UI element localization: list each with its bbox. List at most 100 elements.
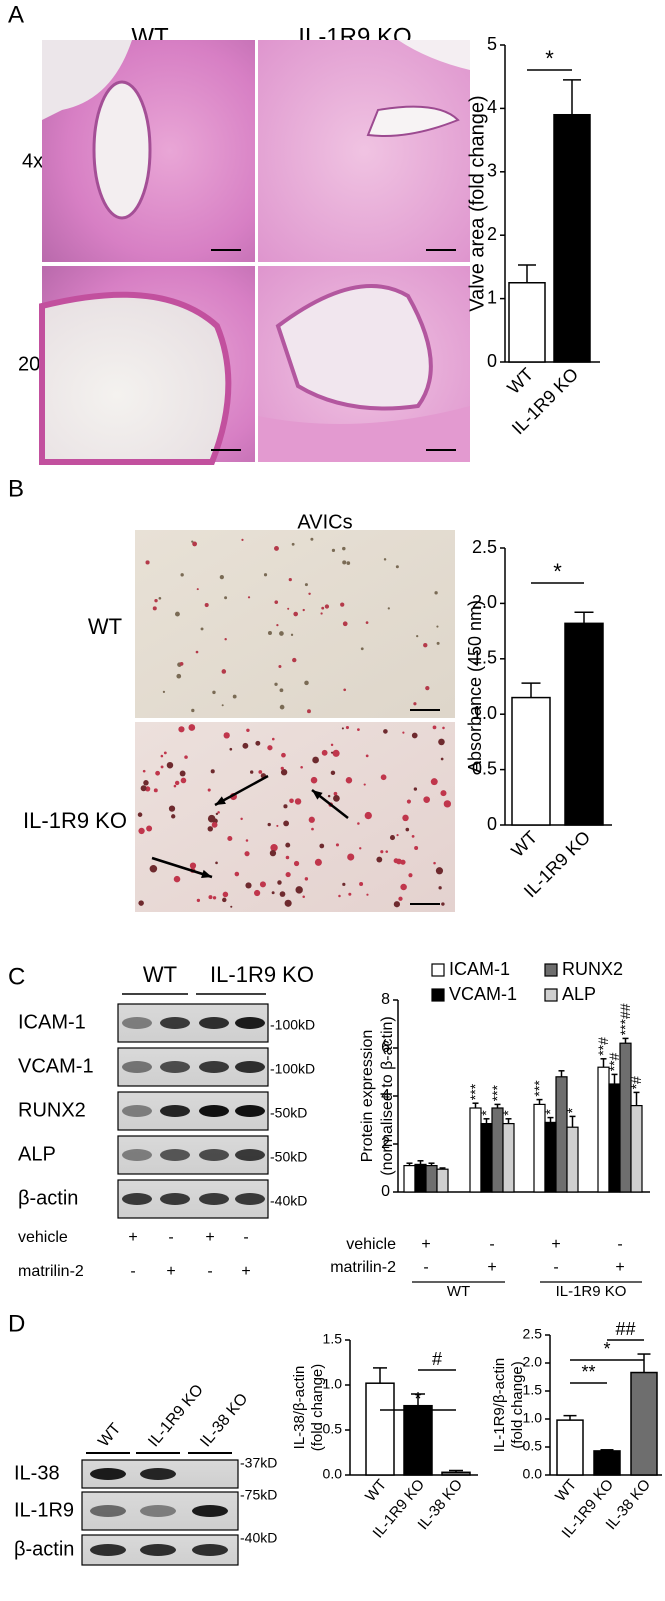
y-tick-label: 2 xyxy=(487,224,497,244)
cell-dot xyxy=(405,827,410,832)
size-label: -40kD xyxy=(270,1193,307,1209)
protein-label: β-actin xyxy=(18,1187,78,1209)
cell-dot xyxy=(406,799,411,804)
cell-dot xyxy=(395,565,399,569)
bar xyxy=(564,622,604,826)
cell-dot xyxy=(411,834,415,838)
significance-label: * xyxy=(414,1389,421,1409)
legend-label: VCAM-1 xyxy=(449,984,517,1004)
y-tick-label: 0.0 xyxy=(523,1466,543,1482)
cell-dot xyxy=(438,886,442,890)
cell-dot xyxy=(423,643,428,648)
y-tick-label: 1.0 xyxy=(472,703,497,723)
legend-swatch xyxy=(431,988,445,1002)
cell-dot xyxy=(285,871,291,878)
bar-annotation: *# xyxy=(628,1076,644,1089)
blot-band xyxy=(199,1105,229,1117)
cell-dot xyxy=(176,673,182,679)
y-tick-label: 2.0 xyxy=(472,592,497,612)
cell-dot xyxy=(442,726,445,730)
cell-dot xyxy=(163,751,167,755)
micrograph xyxy=(135,722,455,912)
size-label: -50kD xyxy=(270,1149,307,1165)
cell-dot xyxy=(158,596,162,600)
blot-group-label: IL-1R9 KO xyxy=(210,962,314,987)
treatment-sign: + xyxy=(241,1263,250,1280)
cell-dot xyxy=(271,737,275,741)
group-label: WT xyxy=(447,1283,470,1300)
cell-dot xyxy=(366,893,369,896)
blot-band xyxy=(90,1505,126,1517)
blot-band xyxy=(160,1061,190,1073)
blot-band xyxy=(192,1505,228,1517)
blot-band xyxy=(235,1149,265,1161)
legend-label: ICAM-1 xyxy=(449,959,510,979)
bar xyxy=(630,1104,643,1193)
treatment-sign: - xyxy=(617,1236,622,1253)
cell-dot xyxy=(342,546,346,551)
cell-dot xyxy=(324,604,330,609)
cell-dot xyxy=(413,787,418,791)
bar xyxy=(491,1107,504,1193)
cell-dot xyxy=(284,899,292,907)
bar-annotation: ***## xyxy=(617,1003,633,1035)
blot-band xyxy=(199,1061,229,1073)
row-label: WT xyxy=(88,614,122,639)
cell-dot xyxy=(145,560,150,565)
treatment-sign: + xyxy=(421,1236,430,1253)
cell-dot xyxy=(380,850,384,854)
treatment-label: vehicle xyxy=(18,1229,68,1246)
bar xyxy=(403,1164,416,1193)
y-axis-label: Absorbance (450 nm) xyxy=(465,600,485,773)
bar xyxy=(553,113,591,363)
cell-dot xyxy=(357,728,360,731)
cell-dot xyxy=(270,844,278,852)
cell-dot xyxy=(281,752,286,758)
treatment-sign: + xyxy=(128,1229,137,1246)
cell-dot xyxy=(152,606,157,611)
cell-dot xyxy=(364,811,372,820)
cell-dot xyxy=(279,688,284,693)
cell-dot xyxy=(154,598,158,603)
bar xyxy=(544,1121,557,1193)
cell-dot xyxy=(267,822,271,827)
protein-label: IL-38 xyxy=(14,1462,60,1484)
cell-dot xyxy=(162,690,166,693)
cell-dot xyxy=(396,834,399,837)
cell-dot xyxy=(255,740,261,746)
cell-dot xyxy=(155,770,160,776)
cell-dot xyxy=(443,800,452,808)
y-axis-label: IL-38/β-actin xyxy=(291,1366,308,1450)
y-tick-label: 0.5 xyxy=(472,758,497,778)
cell-dot xyxy=(321,749,328,756)
cell-dot xyxy=(142,769,146,773)
arrow-head xyxy=(201,869,212,879)
cell-dot xyxy=(346,561,351,565)
cell-dot xyxy=(178,726,185,733)
significance-label: # xyxy=(432,1349,442,1369)
cell-dot xyxy=(438,738,445,746)
cell-dot xyxy=(441,902,445,906)
row-label: 4x xyxy=(22,150,43,172)
cell-dot xyxy=(345,725,350,730)
treatment-label: vehicle xyxy=(346,1236,396,1253)
cell-dot xyxy=(338,894,341,898)
cell-dot xyxy=(396,858,402,865)
y-tick-label: 2.5 xyxy=(472,537,497,557)
arrow-head xyxy=(215,796,226,805)
cell-dot xyxy=(343,688,347,692)
blot-band xyxy=(199,1149,229,1161)
y-tick-label: 1.0 xyxy=(523,1410,543,1426)
y-axis-label: IL-1R9/β-actin xyxy=(491,1358,508,1453)
treatment-sign: + xyxy=(205,1229,214,1246)
cell-dot xyxy=(258,770,263,774)
bar-annotation: *** xyxy=(467,1083,483,1100)
cell-dot xyxy=(143,780,149,786)
cell-dot xyxy=(246,728,250,733)
blot-band xyxy=(235,1193,265,1205)
size-label: -50kD xyxy=(270,1105,307,1121)
cell-dot xyxy=(173,784,177,788)
panel-letter: B xyxy=(8,475,24,502)
cell-dot xyxy=(411,732,418,739)
cell-dot xyxy=(280,766,284,771)
